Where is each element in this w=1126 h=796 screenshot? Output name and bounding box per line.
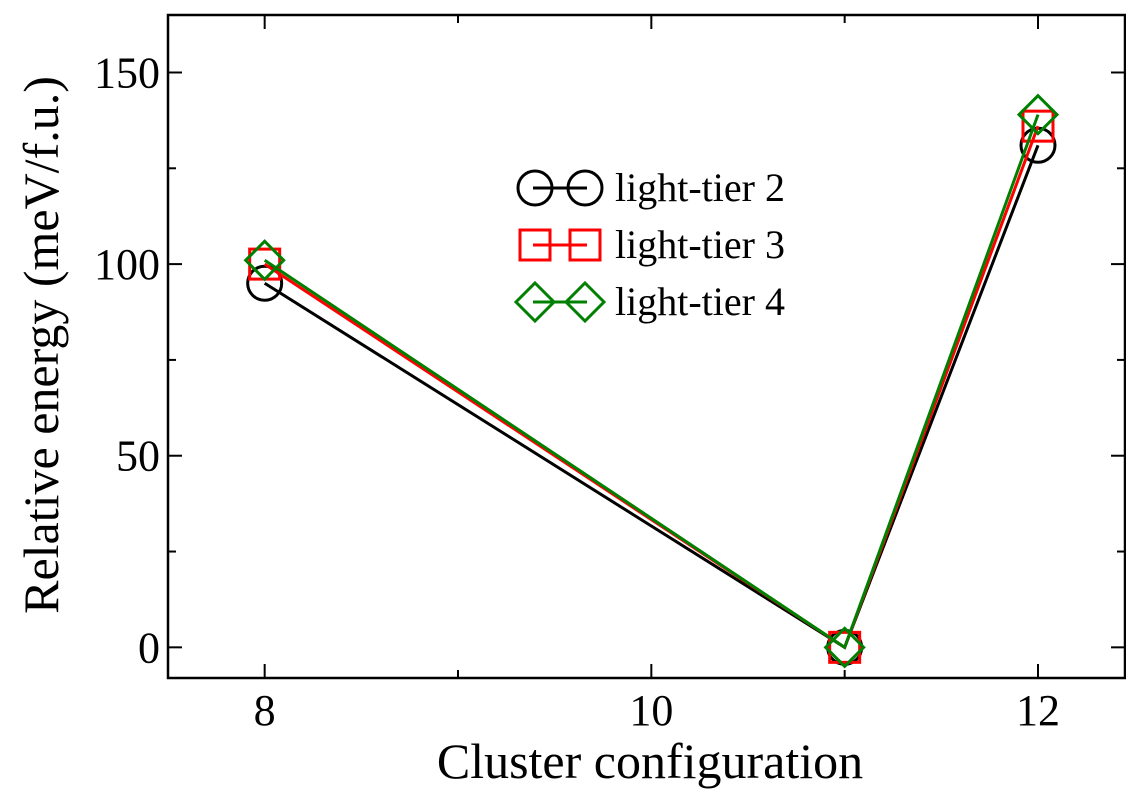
- data-point-square: [1021, 109, 1055, 143]
- data-point-diamond: [1016, 93, 1060, 136]
- legend-marker-square: [568, 228, 602, 262]
- legend-label: light-tier 3: [615, 222, 785, 267]
- x-axis-title: Cluster configuration: [437, 733, 863, 789]
- x-tick-label: 10: [629, 686, 673, 735]
- plot-frame: [166, 13, 1126, 680]
- legend-marker-diamond: [563, 280, 607, 324]
- data-point-diamond: [823, 626, 866, 669]
- legend-marker-circle: [566, 169, 604, 207]
- axis-ticks: 8 10 12 0 50 100 150: [94, 15, 1125, 735]
- legend-label: light-tier 4: [615, 279, 785, 324]
- data-point-diamond: [243, 239, 286, 282]
- y-tick-label: 50: [116, 432, 160, 481]
- legend-item: light-tier 2: [516, 165, 785, 210]
- data-point-circle: [246, 264, 284, 302]
- legend-marker-diamond: [513, 280, 557, 324]
- series-3: [243, 93, 1060, 669]
- y-tick-label: 100: [94, 240, 160, 289]
- legend: light-tier 2 light-tier 3 light-tier 4: [513, 165, 785, 324]
- y-tick-label: 150: [94, 48, 160, 97]
- x-tick-label: 12: [1016, 686, 1060, 735]
- legend-marker-square: [518, 228, 552, 262]
- series-layer: [243, 93, 1060, 669]
- legend-label: light-tier 2: [615, 165, 785, 210]
- data-point-square: [828, 630, 862, 664]
- y-tick-label: 0: [138, 623, 160, 672]
- legend-marker-circle: [516, 169, 554, 207]
- y-axis-title: Relative energy (meV/f.u.): [13, 76, 69, 614]
- legend-item: light-tier 4: [513, 279, 785, 324]
- x-tick-label: 8: [254, 686, 276, 735]
- series-line: [263, 144, 1040, 650]
- legend-item: light-tier 3: [518, 222, 785, 267]
- series-line: [263, 114, 1040, 650]
